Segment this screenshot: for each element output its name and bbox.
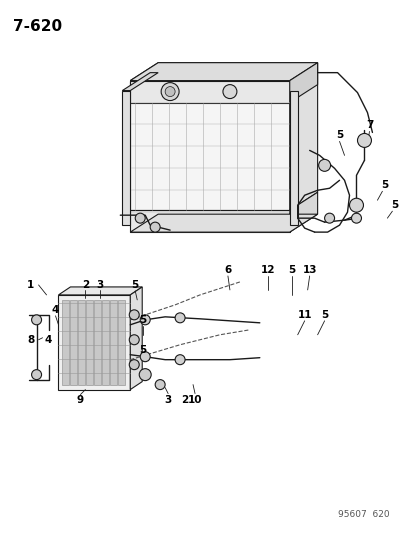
Text: 5: 5 — [131, 280, 138, 290]
Polygon shape — [86, 300, 93, 385]
Text: 8: 8 — [27, 335, 34, 345]
Text: 7: 7 — [365, 120, 372, 131]
Polygon shape — [110, 300, 117, 385]
Circle shape — [129, 310, 139, 320]
Text: 10: 10 — [188, 394, 202, 405]
Polygon shape — [130, 63, 317, 80]
Polygon shape — [289, 63, 317, 210]
Text: 5: 5 — [139, 345, 147, 355]
Circle shape — [223, 85, 236, 99]
Polygon shape — [94, 300, 101, 385]
Polygon shape — [130, 63, 317, 80]
Text: 5: 5 — [335, 131, 342, 140]
Text: 1: 1 — [27, 280, 34, 290]
Text: 3: 3 — [97, 280, 104, 290]
Polygon shape — [70, 300, 77, 385]
Text: 95607  620: 95607 620 — [337, 510, 389, 519]
Text: 5: 5 — [320, 310, 328, 320]
Circle shape — [175, 313, 185, 323]
Circle shape — [175, 354, 185, 365]
Circle shape — [165, 86, 175, 96]
Polygon shape — [122, 91, 130, 225]
Polygon shape — [289, 192, 317, 232]
Polygon shape — [130, 210, 289, 232]
Circle shape — [349, 198, 363, 212]
Circle shape — [31, 315, 41, 325]
Text: 5: 5 — [139, 315, 147, 325]
Circle shape — [135, 213, 145, 223]
Polygon shape — [62, 300, 69, 385]
Polygon shape — [130, 287, 142, 390]
Circle shape — [150, 222, 160, 232]
Polygon shape — [289, 63, 317, 102]
Polygon shape — [289, 91, 297, 225]
Polygon shape — [118, 300, 125, 385]
Polygon shape — [130, 80, 289, 210]
Text: 3: 3 — [164, 394, 171, 405]
Text: 2: 2 — [181, 394, 188, 405]
Text: 9: 9 — [77, 394, 84, 405]
Polygon shape — [78, 300, 85, 385]
Text: 7-620: 7-620 — [13, 19, 62, 34]
Circle shape — [161, 83, 179, 101]
Polygon shape — [102, 300, 109, 385]
Circle shape — [140, 352, 150, 362]
Text: 4: 4 — [45, 335, 52, 345]
Circle shape — [318, 159, 330, 171]
Polygon shape — [58, 287, 142, 295]
Circle shape — [139, 369, 151, 381]
Polygon shape — [130, 214, 317, 232]
Text: 5: 5 — [390, 200, 397, 210]
Text: 6: 6 — [224, 265, 231, 275]
Text: 4: 4 — [52, 305, 59, 315]
Circle shape — [351, 213, 361, 223]
Circle shape — [129, 335, 139, 345]
Polygon shape — [122, 72, 158, 91]
Text: 5: 5 — [287, 265, 294, 275]
Polygon shape — [58, 295, 130, 390]
Text: 5: 5 — [380, 180, 387, 190]
Circle shape — [140, 315, 150, 325]
Circle shape — [31, 370, 41, 379]
Text: 2: 2 — [82, 280, 89, 290]
Text: 13: 13 — [301, 265, 316, 275]
Text: 12: 12 — [260, 265, 274, 275]
Text: 11: 11 — [297, 310, 311, 320]
Circle shape — [155, 379, 165, 390]
Polygon shape — [130, 80, 289, 102]
Circle shape — [129, 360, 139, 370]
Circle shape — [324, 213, 334, 223]
Circle shape — [357, 133, 370, 148]
